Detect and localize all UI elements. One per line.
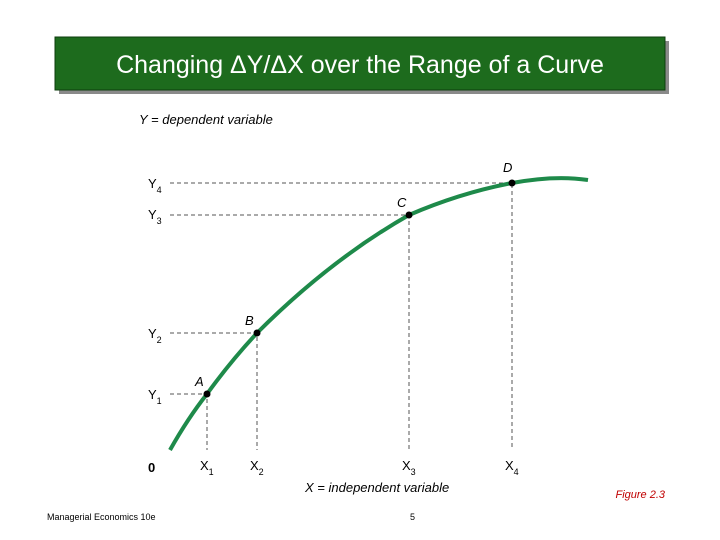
- guide-b: [170, 332, 258, 450]
- points: A B C D: [194, 160, 516, 398]
- y-tick-label: Y2: [148, 326, 162, 345]
- x-axis-label: X = independent variable: [304, 480, 449, 495]
- point: [203, 390, 211, 398]
- footer-left: Managerial Economics 10e: [47, 512, 156, 522]
- y-ticks: Y1 Y2 Y3 Y4: [148, 176, 162, 406]
- guide-d: [170, 182, 513, 450]
- tick-main: Y: [148, 176, 157, 191]
- x-tick-label: X2: [250, 458, 264, 477]
- tick-sub: 3: [411, 467, 416, 477]
- y-tick-label: Y3: [148, 207, 162, 226]
- point-label: A: [194, 374, 204, 389]
- tick-main: Y: [148, 326, 157, 341]
- point-label: D: [503, 160, 512, 175]
- tick-sub: 1: [157, 396, 162, 406]
- tick-sub: 4: [514, 467, 519, 477]
- tick-sub: 2: [259, 467, 264, 477]
- origin-label: 0: [148, 460, 155, 475]
- point-label: B: [245, 313, 254, 328]
- tick-main: X: [402, 458, 411, 473]
- tick-main: Y: [148, 207, 157, 222]
- point: [508, 179, 516, 187]
- y-tick-label: Y4: [148, 176, 162, 195]
- point: [253, 329, 261, 337]
- x-tick-label: X3: [402, 458, 416, 477]
- figure-caption: Figure 2.3: [615, 489, 665, 501]
- curve: [168, 176, 589, 451]
- page-number: 5: [410, 512, 415, 522]
- x-tick-label: X1: [200, 458, 214, 477]
- tick-main: X: [200, 458, 209, 473]
- y-tick-label: Y1: [148, 387, 162, 406]
- tick-sub: 1: [209, 467, 214, 477]
- point-label: C: [397, 195, 407, 210]
- x-tick-label: X4: [505, 458, 519, 477]
- guides: [170, 182, 513, 450]
- title-box: [54, 36, 666, 91]
- tick-sub: 3: [157, 216, 162, 226]
- x-ticks: X1 X2 X3 X4: [200, 458, 519, 477]
- tick-sub: 4: [157, 185, 162, 195]
- point: [405, 211, 413, 219]
- tick-main: X: [250, 458, 259, 473]
- title: Changing ΔY/ΔX over the Range of a Curve: [116, 51, 604, 79]
- tick-main: X: [505, 458, 514, 473]
- tick-main: Y: [148, 387, 157, 402]
- y-axis-label: Y = dependent variable: [139, 112, 273, 127]
- tick-sub: 2: [157, 335, 162, 345]
